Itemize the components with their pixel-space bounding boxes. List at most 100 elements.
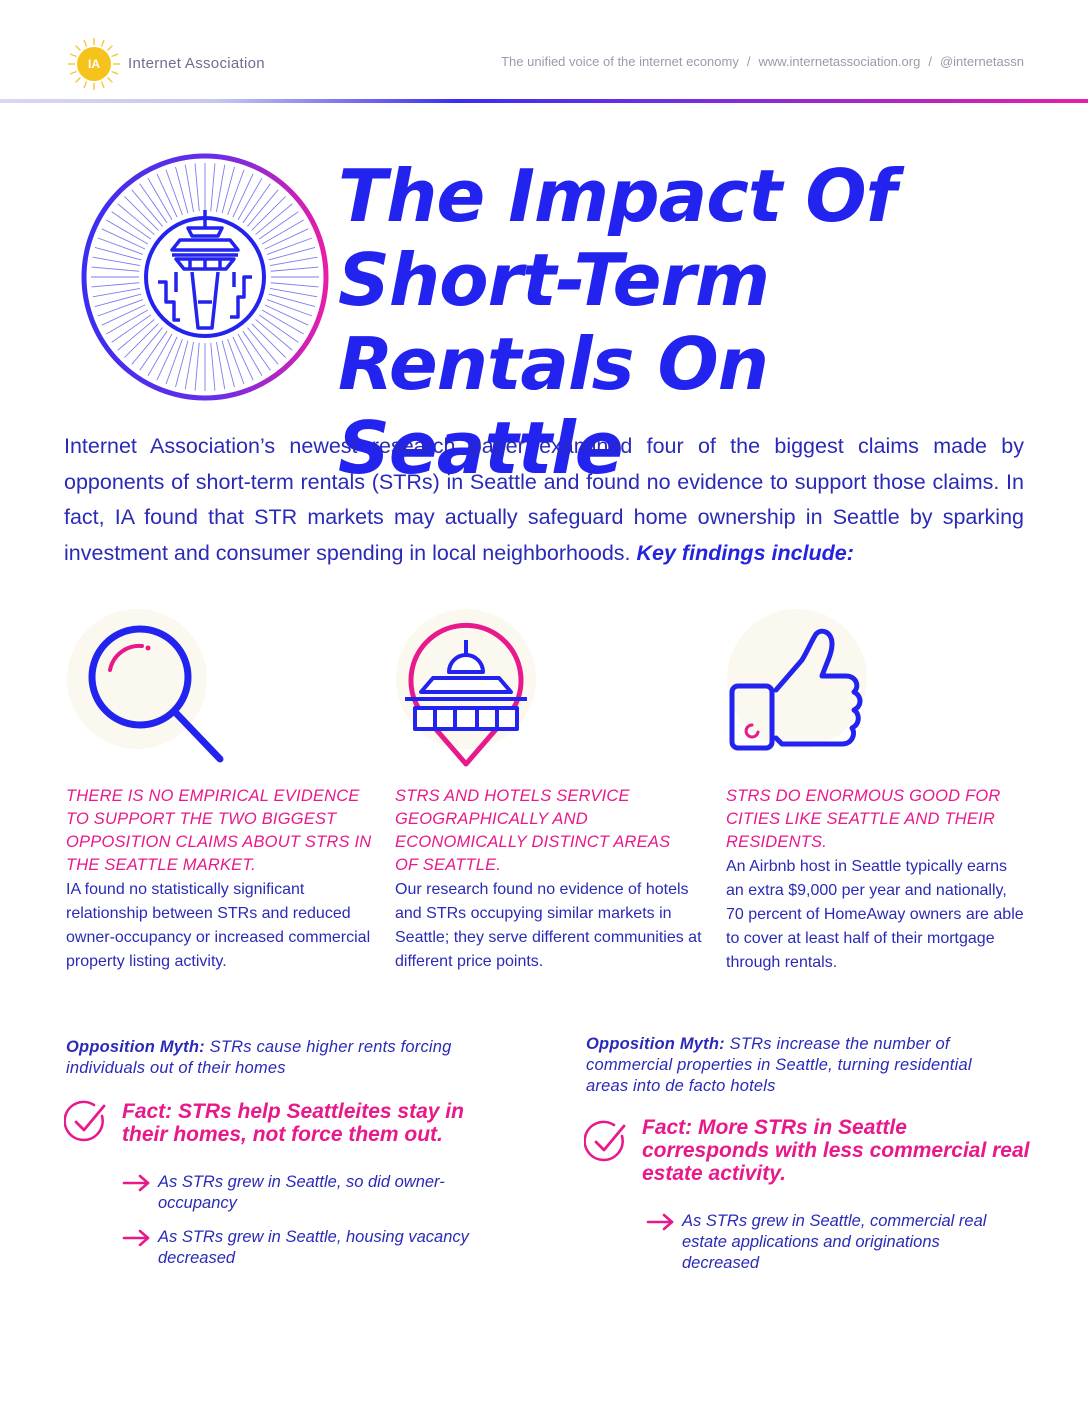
sunburst-ray xyxy=(139,330,168,371)
map-pin-space-needle-icon xyxy=(396,609,536,767)
sunburst-ray xyxy=(255,319,293,351)
header-gradient-rule xyxy=(0,99,1088,103)
sunburst-ray xyxy=(232,173,254,218)
sunburst-ray xyxy=(106,309,149,335)
logo-initials: IA xyxy=(88,57,100,71)
sunburst-ray xyxy=(210,163,216,212)
website-link[interactable]: www.internetassociation.org xyxy=(758,54,921,69)
sunburst-ray xyxy=(269,256,318,266)
sunburst-ray xyxy=(227,169,245,216)
sunburst-ray xyxy=(269,288,318,298)
sunburst-ray xyxy=(97,237,144,255)
sunburst-ray xyxy=(242,330,271,371)
sunburst-ray xyxy=(237,178,263,221)
sunburst-ray xyxy=(270,266,319,272)
separator: / xyxy=(746,54,751,69)
finding-2: STRs and hotels service geographically a… xyxy=(395,785,707,974)
sunburst-ray xyxy=(268,247,316,261)
sunburst-ray xyxy=(91,282,140,288)
arrow-right-icon xyxy=(122,1229,150,1247)
sunburst-ray xyxy=(266,299,313,317)
sunburst-ray xyxy=(221,166,235,214)
sunburst-ray xyxy=(124,323,159,358)
bullet-item: As STRs grew in Seattle, so did owner-oc… xyxy=(122,1172,462,1214)
bullet-item: As STRs grew in Seattle, commercial real… xyxy=(646,1211,1006,1274)
separator: / xyxy=(928,54,932,69)
sunburst-ray xyxy=(242,183,271,224)
sunburst-ray xyxy=(156,336,178,381)
sunburst-ray xyxy=(251,323,286,358)
sunburst-ray xyxy=(175,166,189,214)
fact-2: Fact: More STRs in Seattle corresponds w… xyxy=(642,1116,1030,1185)
sunburst-ray xyxy=(94,247,142,261)
sunburst-ray xyxy=(232,336,254,381)
sunburst-ray xyxy=(131,327,163,365)
sunburst-ray xyxy=(261,219,304,245)
myth-text: STRs increase the number of commercial p… xyxy=(586,1035,972,1095)
bullet-item: As STRs grew in Seattle, housing vacancy… xyxy=(122,1227,502,1269)
sunburst-ray xyxy=(147,178,173,221)
sunburst-ray xyxy=(131,189,163,227)
title-line-3: Rentals On Seattle xyxy=(338,322,769,490)
bullet-text: As STRs grew in Seattle, housing vacancy… xyxy=(158,1228,469,1267)
sunburst-ray xyxy=(156,173,178,218)
title-line-2: Short-Term xyxy=(338,238,770,322)
sunburst-ray xyxy=(210,342,216,391)
finding-heading: STRs and hotels service geographically a… xyxy=(395,787,671,874)
sunburst-ray xyxy=(264,304,309,326)
twitter-handle-link[interactable]: @internetassn xyxy=(939,54,1024,69)
fact-1: Fact: STRs help Seattleites stay in thei… xyxy=(122,1100,464,1146)
sunburst-ray xyxy=(247,189,279,227)
key-findings-label: Key findings include: xyxy=(636,540,854,565)
sunburst-ray xyxy=(97,299,144,317)
sunburst-ray xyxy=(216,164,226,213)
sunburst-ray xyxy=(184,164,194,213)
sunburst-ray xyxy=(101,304,146,326)
sunburst-ray xyxy=(92,256,141,266)
ia-logo-icon[interactable]: IA xyxy=(66,36,122,92)
sunburst-ray xyxy=(139,183,168,224)
sunburst-ray xyxy=(184,341,194,390)
finding-heading: There is no empirical evidence to suppor… xyxy=(66,787,372,874)
finding-heading: STRs do enormous good for cities like Se… xyxy=(726,787,1001,851)
opposition-myth-2: Opposition Myth: STRs increase the numbe… xyxy=(586,1034,1016,1097)
myth-label: Opposition Myth: xyxy=(66,1038,205,1056)
bullet-text: As STRs grew in Seattle, commercial real… xyxy=(682,1212,987,1272)
header-tagline: The unified voice of the internet econom… xyxy=(501,54,1024,69)
sunburst-ray xyxy=(92,288,141,298)
check-circle-icon xyxy=(584,1120,626,1162)
arrow-right-icon xyxy=(646,1213,674,1231)
sunburst-ray xyxy=(194,163,200,212)
sunburst-ray xyxy=(147,333,173,376)
sunburst-ray xyxy=(227,338,245,385)
sunburst-ray xyxy=(106,219,149,245)
intro-paragraph: Internet Association’s newest research p… xyxy=(64,429,1024,571)
sunburst-ray xyxy=(268,293,316,307)
sunburst-ray xyxy=(237,333,263,376)
sunburst-ray xyxy=(251,196,286,231)
org-name[interactable]: Internet Association xyxy=(128,55,265,72)
sunburst-ray xyxy=(255,203,293,235)
sunburst-ray xyxy=(247,327,279,365)
tagline-text: The unified voice of the internet econom… xyxy=(501,54,739,69)
finding-body: An Airbnb host in Seattle typically earn… xyxy=(726,858,1024,971)
myth-label: Opposition Myth: xyxy=(586,1035,725,1053)
finding-1: There is no empirical evidence to suppor… xyxy=(66,785,376,974)
sunburst-ray xyxy=(165,169,183,216)
sunburst-ray xyxy=(101,228,146,250)
intro-text: Internet Association’s newest research p… xyxy=(64,434,1024,565)
sunburst-ray xyxy=(221,340,235,388)
sunburst-ray xyxy=(175,340,189,388)
check-circle-icon xyxy=(64,1100,106,1142)
title-line-1: The Impact Of xyxy=(338,154,897,238)
sunburst-ray xyxy=(165,338,183,385)
sunburst-ray xyxy=(117,319,155,351)
sunburst-ray xyxy=(111,211,152,240)
finding-body: IA found no statistically significant re… xyxy=(66,881,371,970)
sunburst-ray xyxy=(111,314,152,343)
sunburst-ray xyxy=(270,282,319,288)
sunburst-ray xyxy=(124,196,159,231)
page-title: The Impact Of Short-Term Rentals On Seat… xyxy=(338,154,1058,490)
sunburst-ray xyxy=(91,266,140,272)
finding-3: STRs do enormous good for cities like Se… xyxy=(726,785,1026,975)
